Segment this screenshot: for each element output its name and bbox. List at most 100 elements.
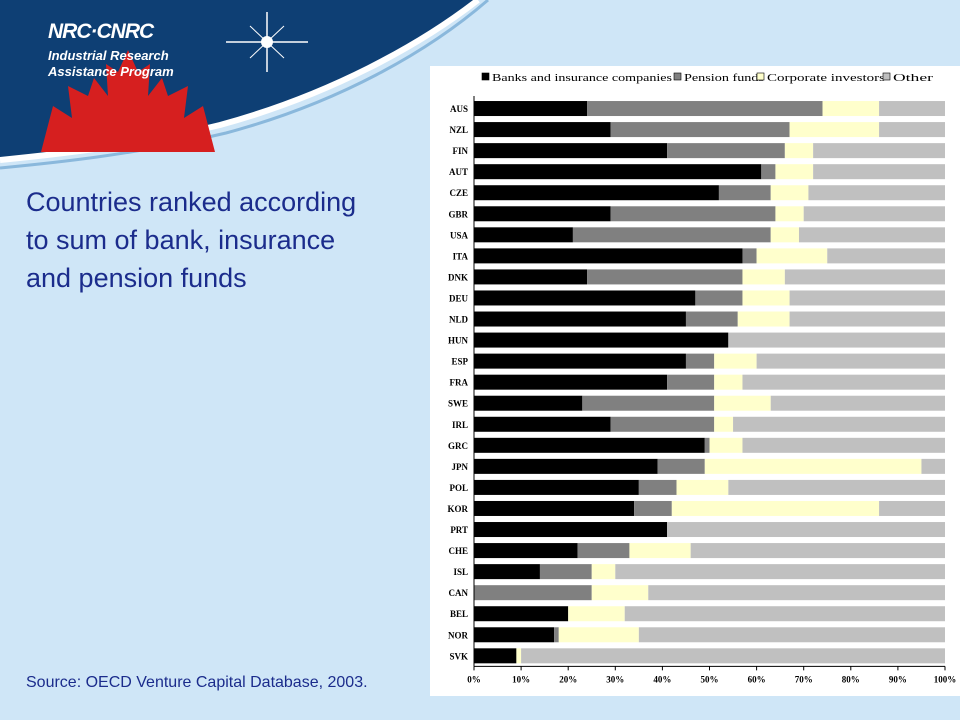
category-label: CHE [448, 546, 468, 556]
slide-title-line: Countries ranked according [26, 187, 357, 217]
legend-label: Pension funds [684, 73, 764, 84]
legend-label: Other [893, 73, 934, 84]
bar-segment [572, 227, 771, 243]
category-label: DNK [448, 272, 468, 282]
bar-segment [733, 416, 945, 432]
bar-segment [474, 479, 639, 495]
bar-segment [629, 543, 691, 559]
bar-segment [474, 185, 719, 201]
category-label: GRC [448, 441, 468, 451]
bar-segment [474, 564, 540, 580]
bar-segment [539, 564, 592, 580]
category-label: AUT [449, 167, 468, 177]
bar-segment [474, 395, 583, 411]
bar-segment [638, 479, 677, 495]
legend-label: Banks and insurance companies [492, 73, 672, 84]
chart-panel: Banks and insurance companies Pension fun… [430, 66, 960, 696]
x-tick-label: 80% [842, 674, 860, 684]
bar-segment [822, 101, 880, 117]
legend-swatch [673, 72, 682, 81]
bar-segment [742, 374, 945, 390]
category-label: AUS [450, 104, 468, 114]
category-label: DEU [449, 293, 469, 303]
bar-segment [474, 458, 658, 474]
bar-segment [610, 206, 776, 222]
category-label: IRL [452, 420, 468, 430]
stacked-bar-chart: Banks and insurance companies Pension fun… [447, 72, 957, 684]
bar-segment [775, 206, 804, 222]
bar-segment [474, 522, 668, 538]
x-tick-label: 10% [512, 674, 530, 684]
bar-segment [474, 290, 696, 306]
bar-segment [624, 606, 945, 622]
bar-segment [474, 206, 611, 222]
bar-segment [728, 479, 945, 495]
bar-segment [789, 311, 945, 327]
bar-segment [742, 248, 757, 264]
category-label: FIN [453, 146, 469, 156]
bar-segment [474, 648, 517, 664]
bar-segment [879, 101, 945, 117]
bar-segment [685, 311, 738, 327]
bar-segment [558, 627, 639, 643]
bar-segment [784, 143, 814, 159]
maple-leaf-icon [41, 50, 215, 152]
bar-segment [742, 437, 945, 453]
bar-segment [737, 311, 790, 327]
bar-segment [474, 374, 668, 390]
header-banner [0, 0, 520, 180]
category-label: KOR [447, 504, 468, 514]
bar-segment [474, 606, 569, 622]
bar-segment [742, 290, 790, 306]
bar-segment [803, 206, 945, 222]
bar-segment [704, 458, 922, 474]
bar-segment [798, 227, 945, 243]
x-tick-label: 90% [889, 674, 907, 684]
category-label: JPN [452, 462, 469, 472]
category-label: SWE [448, 399, 468, 409]
legend-label: Corporate investors [767, 73, 885, 84]
bar-segment [704, 437, 710, 453]
bar-segment [577, 543, 630, 559]
bar-segment [474, 248, 743, 264]
bar-segment [474, 543, 578, 559]
banner-graphic [0, 0, 489, 170]
x-tick-label: 0% [467, 674, 481, 684]
category-label: SVK [449, 651, 468, 661]
bar-segment [474, 627, 555, 643]
x-tick-label: 30% [606, 674, 624, 684]
category-label: ISL [453, 567, 468, 577]
bar-segment [879, 500, 945, 516]
category-label: ITA [453, 251, 469, 261]
bar-segment [685, 353, 715, 369]
bar-segment [638, 627, 945, 643]
bar-segment [770, 395, 945, 411]
bar-segment [474, 437, 705, 453]
program-name-line1: Industrial Research [48, 48, 169, 63]
bar-segment [718, 185, 771, 201]
bar-segment [742, 269, 785, 285]
bar-segment [770, 227, 799, 243]
bar-segment [808, 185, 945, 201]
bar-segment [671, 500, 880, 516]
bar-segment [784, 269, 945, 285]
bar-segment [591, 585, 649, 601]
x-tick-label: 50% [701, 674, 719, 684]
x-tick-label: 100% [934, 674, 957, 684]
bar-segment [714, 395, 771, 411]
bar-segment [667, 374, 715, 390]
source-note: Source: OECD Venture Capital Database, 2… [26, 674, 368, 691]
legend-swatch [756, 72, 765, 81]
bar-segment [474, 122, 611, 138]
bar-segment [474, 101, 588, 117]
bar-segment [587, 269, 743, 285]
bar-segment [667, 143, 785, 159]
bar-segment [474, 353, 686, 369]
banner-swoosh-white [0, 0, 480, 163]
bar-segment [474, 269, 588, 285]
bar-segment [474, 227, 573, 243]
category-label: NZL [449, 125, 468, 135]
bar-segment [474, 500, 635, 516]
bar-segment [568, 606, 625, 622]
bar-segment [690, 543, 945, 559]
